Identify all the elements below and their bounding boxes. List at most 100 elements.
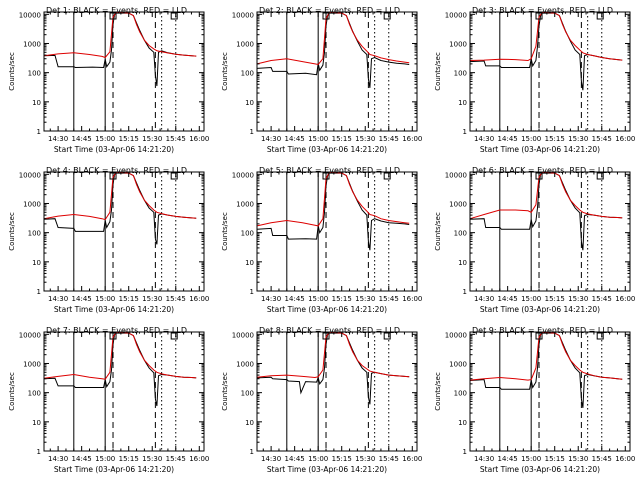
y-tick-label: 1000: [449, 200, 467, 208]
lld-series-line: [256, 12, 410, 66]
y-tick-label: 10: [458, 419, 467, 427]
x-tick-label: 16:00: [189, 135, 209, 143]
plot-frame: [256, 331, 418, 452]
y-tick-label: 10: [32, 259, 41, 267]
x-tick-label: 16:00: [189, 455, 209, 463]
x-axis-label: Start Time (03-Apr-06 14:21:20): [267, 145, 387, 154]
x-tick-label: 15:15: [545, 295, 565, 303]
x-tick-label: 15:15: [119, 455, 139, 463]
events-series-line: [469, 332, 623, 408]
x-tick-label: 15:15: [119, 135, 139, 143]
lld-series-line: [43, 172, 197, 221]
x-tick-label: 15:00: [521, 135, 541, 143]
x-tick-label: 14:45: [498, 455, 518, 463]
x-tick-label: 15:45: [592, 135, 612, 143]
lld-series-line: [469, 172, 623, 220]
x-tick-label: 15:15: [545, 135, 565, 143]
panel-title: Det 4: BLACK = Events, RED = LLD: [46, 166, 187, 175]
y-axis-label: Counts/sec: [434, 372, 442, 411]
x-tick-label: 14:30: [261, 295, 281, 303]
square-marker-2: [170, 332, 178, 340]
panel-title: Det 6: BLACK = Events, RED = LLD: [472, 166, 613, 175]
y-tick-label: 1000: [449, 360, 467, 368]
y-axis-label: Counts/sec: [434, 52, 442, 91]
x-tick-label: 15:15: [545, 455, 565, 463]
y-tick-label: 10: [458, 259, 467, 267]
panel-title: Det 8: BLACK = Events, RED = LLD: [259, 326, 400, 335]
panel-title: Det 5: BLACK = Events, RED = LLD: [259, 166, 400, 175]
x-tick-label: 15:15: [119, 295, 139, 303]
detector-panel-1: 1 10 100 1000 10000 14:30 14:45 15:00 15:15 15:30…: [8, 6, 209, 154]
x-tick-label: 15:00: [308, 135, 328, 143]
x-tick-label: 15:30: [142, 135, 162, 143]
y-tick-label: 100: [454, 230, 467, 238]
plot-frame: [43, 11, 205, 132]
x-tick-label: 15:30: [568, 295, 588, 303]
y-axis-label: Counts/sec: [221, 52, 229, 91]
y-tick-label: 1000: [23, 360, 41, 368]
y-axis-label: Counts/sec: [221, 212, 229, 251]
lld-series-line: [469, 12, 623, 62]
detector-panel-6: 1 10 100 1000 10000 14:30 14:45 15:00 15:15 15:30…: [434, 166, 635, 314]
x-tick-label: 14:45: [285, 295, 305, 303]
y-tick-label: 100: [241, 70, 254, 78]
y-tick-label: 1: [463, 448, 467, 456]
x-tick-label: 15:00: [521, 455, 541, 463]
x-tick-label: 15:30: [355, 295, 375, 303]
x-tick-label: 14:30: [474, 135, 494, 143]
y-tick-label: 10000: [232, 171, 254, 179]
x-tick-label: 14:30: [48, 295, 68, 303]
x-axis-label: Start Time (03-Apr-06 14:21:20): [267, 305, 387, 314]
y-axis-label: Counts/sec: [8, 372, 16, 411]
detector-panel-2: 1 10 100 1000 10000 14:30 14:45 15:00 15:15 15:30…: [221, 6, 422, 154]
square-marker-2: [383, 12, 391, 20]
y-tick-label: 1: [250, 448, 254, 456]
x-tick-label: 15:45: [379, 455, 399, 463]
y-axis-label: Counts/sec: [434, 212, 442, 251]
y-tick-label: 10: [245, 99, 254, 107]
detector-panel-3: 1 10 100 1000 10000 14:30 14:45 15:00 15:15 15:30…: [434, 6, 635, 154]
x-tick-label: 15:30: [355, 455, 375, 463]
y-tick-label: 1000: [236, 200, 254, 208]
events-series-line: [43, 332, 197, 407]
y-tick-label: 10000: [445, 331, 467, 339]
x-tick-label: 16:00: [615, 295, 635, 303]
y-tick-label: 10: [32, 419, 41, 427]
y-tick-label: 1000: [236, 360, 254, 368]
lld-series-line: [256, 172, 410, 227]
x-tick-label: 15:00: [308, 295, 328, 303]
x-axis-label: Start Time (03-Apr-06 14:21:20): [480, 465, 600, 474]
y-tick-label: 1000: [236, 40, 254, 48]
events-series-line: [43, 12, 197, 87]
x-tick-label: 15:00: [521, 295, 541, 303]
x-tick-label: 15:45: [166, 135, 186, 143]
y-tick-label: 10000: [19, 11, 41, 19]
x-tick-label: 15:00: [95, 295, 115, 303]
y-tick-label: 100: [454, 390, 467, 398]
x-tick-label: 15:00: [308, 455, 328, 463]
x-axis-label: Start Time (03-Apr-06 14:21:20): [54, 305, 174, 314]
y-tick-label: 1: [463, 128, 467, 136]
x-tick-label: 14:45: [285, 455, 305, 463]
y-tick-label: 100: [454, 70, 467, 78]
plot-frame: [469, 331, 631, 452]
y-tick-label: 1000: [449, 40, 467, 48]
y-tick-label: 1: [250, 288, 254, 296]
y-tick-label: 100: [28, 70, 41, 78]
x-axis-label: Start Time (03-Apr-06 14:21:20): [54, 465, 174, 474]
panel-title: Det 3: BLACK = Events, RED = LLD: [472, 6, 613, 15]
square-marker-2: [170, 172, 178, 180]
x-tick-label: 15:45: [166, 455, 186, 463]
lld-series-line: [256, 332, 410, 379]
events-series-line: [256, 172, 410, 251]
events-series-line: [256, 332, 410, 405]
y-tick-label: 10: [245, 419, 254, 427]
plot-frame: [43, 171, 205, 292]
x-tick-label: 15:30: [142, 455, 162, 463]
y-tick-label: 1: [250, 128, 254, 136]
y-tick-label: 1: [463, 288, 467, 296]
x-tick-label: 16:00: [189, 295, 209, 303]
detector-panel-5: 1 10 100 1000 10000 14:30 14:45 15:00 15:15 15:30…: [221, 166, 422, 314]
y-tick-label: 1: [37, 288, 41, 296]
